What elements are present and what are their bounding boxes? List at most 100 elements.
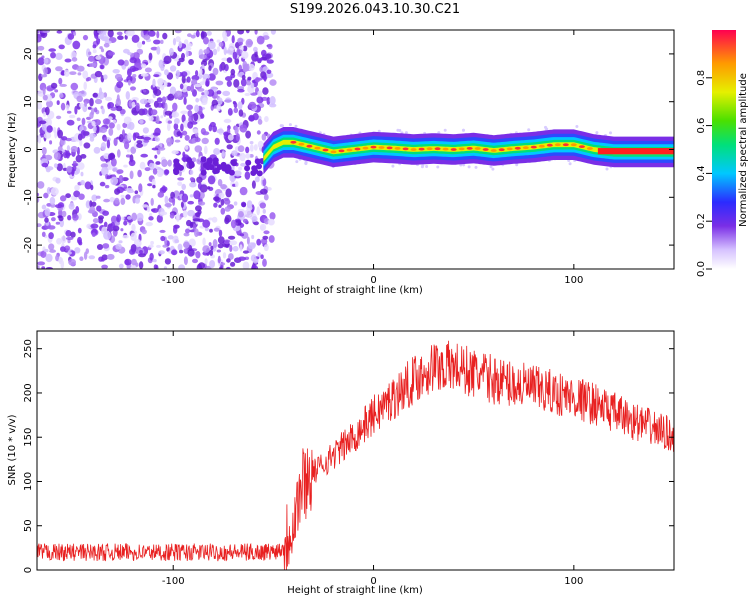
- noise-blob: [83, 142, 91, 149]
- trace-haze: [304, 161, 308, 165]
- noise-blob: [224, 206, 231, 212]
- ridge-hotspot: [362, 146, 369, 150]
- noise-blob: [125, 91, 130, 100]
- noise-blob: [262, 258, 267, 267]
- noise-blob: [238, 166, 243, 171]
- noise-blob: [125, 154, 131, 158]
- noise-blob: [245, 146, 250, 154]
- noise-blob: [64, 245, 71, 252]
- noise-blob: [186, 219, 192, 227]
- noise-blob: [84, 101, 88, 107]
- noise-blob: [209, 228, 213, 233]
- noise-blob: [245, 30, 250, 34]
- noise-blob: [221, 151, 225, 158]
- noise-blob: [147, 98, 154, 104]
- noise-blob: [57, 129, 63, 139]
- noise-blob: [192, 223, 197, 231]
- noise-blob: [156, 97, 163, 103]
- noise-blob: [70, 231, 76, 238]
- noise-blob: [230, 159, 237, 166]
- noise-blob: [252, 258, 259, 264]
- noise-blob: [136, 135, 144, 140]
- snr-ytick-label: 150: [23, 428, 34, 447]
- noise-blob: [208, 73, 216, 81]
- noise-blob: [91, 120, 96, 127]
- noise-blob: [107, 30, 114, 38]
- noise-blob: [233, 201, 238, 206]
- ridge-hotspot: [562, 143, 569, 147]
- noise-blob: [75, 206, 80, 214]
- noise-blob: [238, 64, 242, 71]
- snr-frame: [36, 330, 675, 571]
- noise-blob: [37, 102, 43, 110]
- noise-blob: [93, 107, 98, 113]
- noise-blob: [240, 78, 247, 87]
- noise-blob: [92, 92, 98, 98]
- noise-blob: [207, 40, 216, 50]
- noise-blob: [187, 43, 192, 47]
- noise-blob: [254, 158, 261, 165]
- noise-blob: [44, 248, 49, 253]
- noise-blob: [43, 111, 47, 117]
- noise-blob: [163, 55, 172, 64]
- noise-blob: [140, 153, 148, 158]
- noise-blob: [87, 209, 96, 214]
- noise-blob: [212, 239, 218, 248]
- noise-blob: [49, 140, 53, 145]
- noise-blob: [89, 200, 93, 208]
- noise-blob: [238, 256, 246, 261]
- noise-blob: [181, 193, 189, 203]
- noise-blob: [139, 161, 146, 170]
- noise-blob: [92, 125, 97, 133]
- noise-blob: [50, 187, 59, 196]
- noise-blob: [214, 137, 220, 145]
- noise-blob: [152, 78, 156, 88]
- noise-blob: [79, 256, 84, 262]
- snr-ticks: -100 0 100 0 50 100 150 200 250: [23, 331, 674, 587]
- ridge-hotspot: [586, 147, 593, 150]
- noise-blob: [181, 114, 186, 123]
- noise-blob: [228, 43, 236, 51]
- noise-blob: [60, 246, 66, 252]
- noise-blob: [37, 181, 45, 189]
- noise-blob: [241, 51, 249, 60]
- noise-blob: [261, 133, 267, 141]
- noise-blob: [107, 51, 115, 56]
- noise-blob: [67, 33, 75, 40]
- noise-blob: [223, 36, 228, 42]
- noise-blob: [82, 70, 89, 79]
- spectrogram-xtick-label: 100: [564, 275, 583, 286]
- noise-blob: [144, 67, 152, 73]
- noise-blob: [116, 94, 120, 102]
- trace-haze: [595, 131, 599, 135]
- noise-blob: [160, 115, 164, 119]
- snr-ylabel: SNR (10 * v/v): [7, 414, 18, 485]
- noise-blob: [242, 261, 250, 269]
- noise-blob: [207, 175, 216, 185]
- noise-blob: [262, 178, 267, 187]
- noise-blob: [144, 167, 151, 172]
- noise-blob: [239, 244, 243, 252]
- noise-blob: [221, 57, 229, 61]
- noise-blob: [130, 146, 137, 154]
- ridge-hotspot: [482, 148, 489, 151]
- noise-blob: [161, 159, 168, 168]
- noise-blob: [45, 167, 51, 173]
- noise-blob: [114, 197, 120, 204]
- ridge-hotspot: [538, 144, 545, 148]
- noise-blob: [69, 114, 76, 119]
- noise-blob: [175, 36, 181, 43]
- noise-blob: [174, 90, 183, 98]
- noise-blob: [152, 132, 161, 136]
- noise-blob: [112, 69, 120, 74]
- noise-blob: [88, 51, 92, 56]
- colorbar-tick-label: 0.0: [696, 261, 707, 277]
- noise-blob: [230, 219, 237, 229]
- noise-blob: [102, 210, 109, 216]
- noise-blob: [269, 103, 277, 108]
- ridge-hotspot: [426, 147, 433, 151]
- noise-blob: [256, 163, 262, 170]
- noise-blob: [60, 235, 67, 244]
- noise-blob: [193, 190, 201, 200]
- noise-blob: [116, 123, 121, 131]
